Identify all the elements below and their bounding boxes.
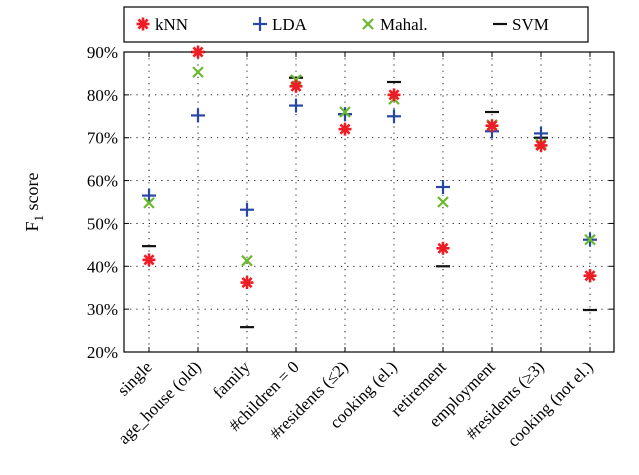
grid — [124, 52, 614, 352]
plot-frame — [123, 51, 615, 353]
data-marks — [142, 45, 597, 329]
point-lda-1 — [191, 108, 205, 123]
point-knn-4 — [338, 122, 352, 136]
legend-label: SVM — [512, 15, 549, 34]
point-mahal-4 — [339, 106, 351, 118]
x-tick-label: family — [209, 357, 254, 402]
legend-label: kNN — [155, 15, 188, 34]
point-lda-2 — [240, 202, 254, 217]
legend-box — [123, 6, 589, 43]
point-mahal-6 — [437, 196, 449, 208]
point-lda-6 — [436, 180, 450, 194]
y-tick-label: 50% — [87, 214, 118, 233]
legend-marker — [362, 18, 374, 30]
x-tick-label: single — [114, 357, 156, 399]
y-tick-label: 70% — [87, 129, 118, 148]
point-knn-3 — [289, 79, 303, 93]
plot-area: 20% 30% 40% 50% 60% 70% 80% 90% singleage_house… — [87, 43, 615, 451]
legend-marker — [136, 17, 150, 31]
y-tick-label: 40% — [87, 257, 118, 276]
point-mahal-2 — [241, 254, 253, 267]
y-tick-label: 90% — [87, 43, 118, 62]
point-knn-7 — [485, 119, 499, 133]
y-axis-label-subscript: 1 — [31, 215, 46, 222]
y-tick-label: 80% — [87, 86, 118, 105]
legend-item-svm: SVM — [493, 15, 549, 34]
legend: kNN LDA Mahal. SVM — [123, 6, 589, 43]
legend-item-lda: LDA — [253, 15, 308, 34]
y-axis: 20% 30% 40% 50% 60% 70% 80% 90% — [87, 43, 614, 362]
point-knn-1 — [191, 45, 205, 59]
point-knn-5 — [387, 88, 401, 102]
point-lda-8 — [534, 126, 548, 141]
point-knn-9 — [583, 269, 597, 283]
point-mahal-1 — [192, 66, 204, 78]
y-tick-label: 60% — [87, 172, 118, 191]
point-knn-2 — [240, 276, 254, 290]
point-knn-6 — [436, 241, 450, 255]
point-mahal-9 — [584, 233, 596, 246]
legend-label: LDA — [272, 15, 308, 34]
point-lda-5 — [387, 109, 401, 124]
point-knn-8 — [534, 138, 548, 152]
legend-label: Mahal. — [380, 15, 428, 34]
legend-marker — [253, 17, 267, 31]
point-lda-3 — [289, 98, 303, 113]
y-tick-label: 20% — [87, 343, 118, 362]
point-lda-0 — [142, 188, 156, 203]
legend-items: kNN LDA Mahal. SVM — [136, 15, 549, 34]
point-mahal-0 — [143, 197, 155, 209]
y-tick-label: 30% — [87, 300, 118, 319]
point-knn-0 — [142, 253, 156, 267]
point-lda-4 — [338, 107, 352, 122]
y-axis-label: F1 score — [22, 172, 46, 231]
legend-item-mahal: Mahal. — [362, 15, 428, 34]
x-tick-label: cooking (not el.) — [504, 357, 597, 450]
legend-item-knn: kNN — [136, 15, 188, 34]
